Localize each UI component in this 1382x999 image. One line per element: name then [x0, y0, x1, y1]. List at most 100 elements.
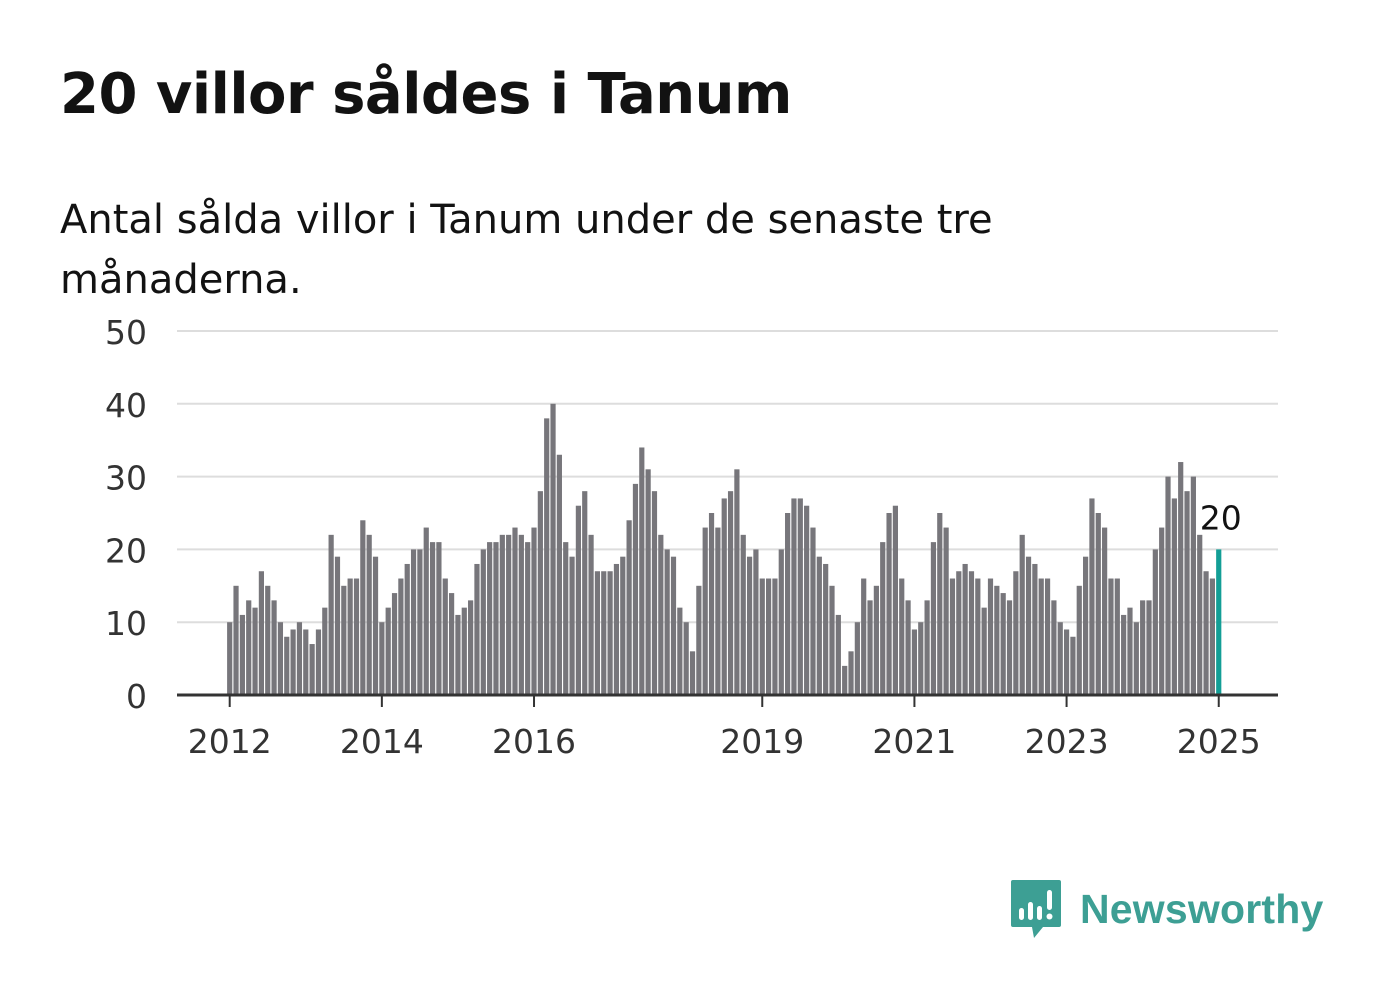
bar [956, 571, 962, 695]
bar [987, 578, 994, 695]
bar [816, 556, 822, 695]
bar [1063, 629, 1070, 695]
bar [499, 534, 505, 695]
newsworthy-logo-icon [1011, 880, 1061, 938]
bar [905, 600, 911, 695]
y-tick-label: 10 [105, 604, 147, 643]
bar [417, 549, 423, 695]
bar [601, 571, 607, 695]
bar [1140, 600, 1146, 695]
bar [360, 520, 366, 695]
bar [315, 629, 322, 695]
bar [918, 622, 924, 695]
bar [1184, 491, 1190, 695]
bar [537, 491, 543, 695]
bar [861, 578, 867, 695]
x-tick-label: 2021 [872, 722, 956, 761]
bar [943, 527, 949, 695]
brand-logo[interactable]: Newsworthy [1010, 878, 1324, 940]
bar [721, 498, 727, 695]
bar [873, 585, 879, 695]
bar [258, 571, 264, 695]
bar [277, 622, 284, 695]
bar [1121, 614, 1127, 695]
bar [1025, 556, 1032, 695]
bar [759, 578, 765, 695]
bar [924, 600, 930, 695]
bar [1171, 498, 1177, 695]
bar [404, 563, 410, 695]
bar [1209, 578, 1215, 695]
bar [563, 542, 569, 695]
bar [468, 600, 474, 695]
bar [1190, 476, 1196, 695]
bar [398, 578, 404, 695]
bar [778, 549, 784, 695]
bar [1095, 513, 1101, 695]
bar [930, 542, 937, 695]
bar [1102, 527, 1108, 695]
bar [1108, 578, 1114, 695]
bar [746, 556, 753, 695]
bar [683, 622, 689, 695]
bar [842, 665, 848, 695]
bar [296, 622, 303, 695]
bar [797, 498, 803, 695]
bar [962, 563, 968, 695]
bar [715, 527, 721, 695]
bar [423, 527, 429, 695]
bar [867, 600, 873, 695]
bar [1019, 534, 1025, 695]
bar [506, 534, 512, 695]
bar [429, 542, 436, 695]
bar [341, 585, 347, 695]
bar [829, 585, 835, 695]
x-tick-label: 2019 [720, 722, 804, 761]
bar [1076, 585, 1082, 695]
bar [1159, 527, 1165, 695]
data-label-halo: 20 [1200, 498, 1242, 537]
bar [233, 585, 239, 695]
y-tick-label: 30 [105, 459, 147, 498]
bar [1044, 578, 1051, 695]
y-tick-label: 50 [105, 313, 147, 352]
bar [753, 549, 759, 695]
bar [1089, 498, 1095, 695]
bar [937, 513, 943, 695]
chart-title: 20 villor såldes i Tanum [60, 62, 792, 127]
bar [575, 505, 581, 695]
bar [239, 614, 245, 695]
bar [525, 542, 531, 695]
bar [303, 629, 309, 695]
x-tick-label: 2012 [188, 722, 272, 761]
bar [1038, 578, 1044, 695]
bar [449, 593, 455, 695]
bar [689, 651, 696, 695]
bar [664, 549, 670, 695]
bar [1197, 534, 1203, 695]
bar [949, 578, 956, 695]
y-tick-label: 20 [105, 531, 147, 570]
bar [740, 534, 746, 695]
bar [410, 549, 417, 695]
bar [696, 585, 702, 695]
bar [708, 513, 715, 695]
y-tick-label: 40 [105, 386, 147, 425]
bar [791, 498, 797, 695]
bar [544, 418, 550, 695]
bar [702, 527, 708, 695]
bar [442, 578, 448, 695]
bar [284, 636, 290, 695]
bar [550, 403, 556, 695]
bar [968, 571, 975, 695]
bar [252, 607, 258, 695]
bar [493, 542, 499, 695]
bar [1000, 593, 1006, 695]
x-tick-label: 2025 [1177, 722, 1261, 761]
bar [569, 556, 575, 695]
bar [556, 454, 562, 695]
bar [1178, 462, 1184, 695]
bar [994, 585, 1000, 695]
bar [512, 527, 518, 695]
bar [582, 491, 588, 695]
